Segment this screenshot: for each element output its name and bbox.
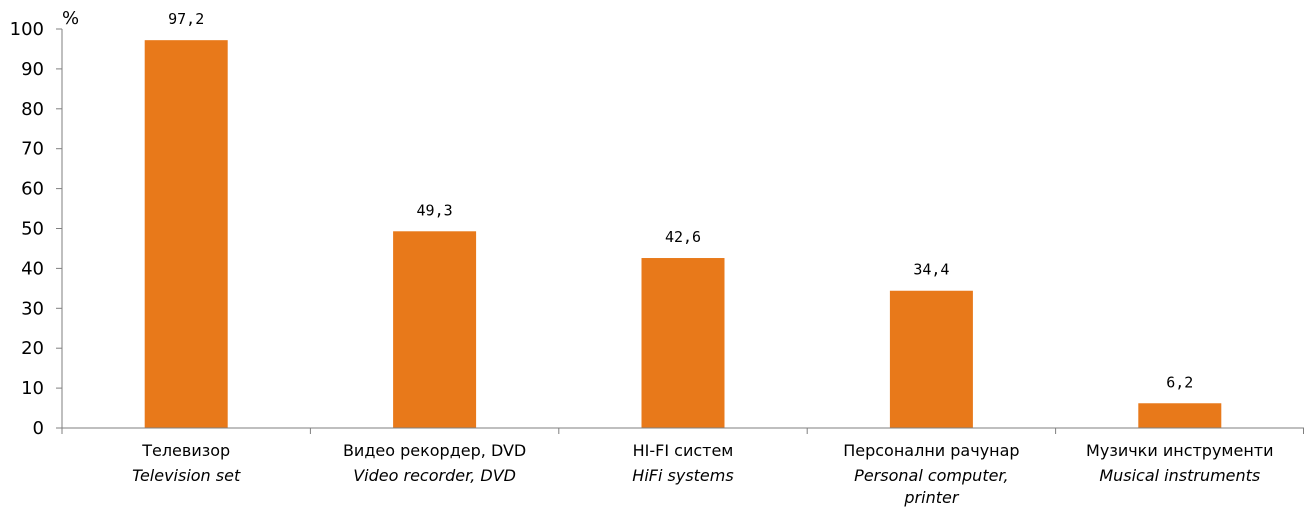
y-tick-label: 70 [21, 139, 44, 160]
data-label: 49,3 [417, 201, 453, 219]
y-tick-label: 60 [21, 179, 44, 200]
bar [641, 258, 725, 428]
x-category-label: HI-FI систем [633, 441, 734, 460]
bar [393, 231, 477, 428]
x-category-label-en: Video recorder, DVD [353, 466, 516, 485]
x-category-label-en: printer [903, 488, 959, 507]
y-tick-label: 10 [21, 378, 44, 399]
y-unit-label: % [62, 8, 79, 29]
y-axis: 0 10 20 30 40 50 60 70 80 90 100 [10, 19, 63, 439]
bar [144, 40, 228, 429]
x-category-label-en: Musical instruments [1099, 466, 1260, 485]
data-label: 6,2 [1166, 373, 1193, 391]
bars [144, 40, 1222, 429]
bar [889, 290, 973, 428]
y-tick-label: 80 [21, 99, 44, 120]
data-label: 97,2 [168, 10, 204, 28]
x-category-label: Музички инструменти [1086, 441, 1273, 460]
y-tick-label: 0 [33, 418, 44, 439]
bar [1138, 403, 1222, 428]
x-category-label-en: Personal computer, [854, 466, 1008, 485]
x-category-label-en: Television set [132, 466, 241, 485]
category-labels: Телевизор Television set Видео рекордер, D… [132, 441, 1273, 507]
x-category-label: Персонални рачунар [843, 441, 1019, 460]
data-label: 34,4 [913, 261, 949, 279]
y-tick-label: 40 [21, 258, 44, 279]
x-category-label: Телевизор [141, 441, 230, 460]
y-tick-label: 50 [21, 219, 44, 240]
y-tick-label: 90 [21, 59, 44, 80]
y-tick-label: 30 [21, 298, 44, 319]
x-category-label: Видео рекордер, DVD [343, 441, 526, 460]
data-label: 42,6 [665, 228, 701, 246]
x-axis [61, 427, 1304, 434]
x-category-label-en: HiFi systems [632, 466, 733, 485]
y-tick-label: 20 [21, 338, 44, 359]
y-tick-label: 100 [10, 19, 44, 40]
value-labels: 97,2 49,3 42,6 34,4 6,2 [168, 10, 1193, 391]
